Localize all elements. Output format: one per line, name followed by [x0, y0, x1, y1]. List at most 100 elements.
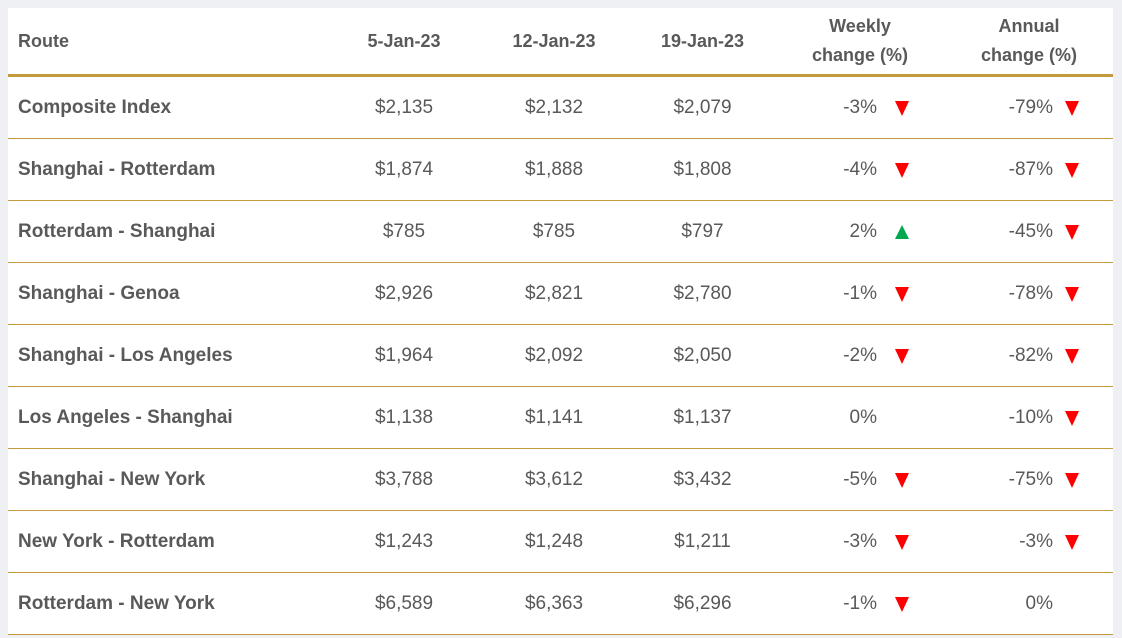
change-value: -1%	[843, 282, 877, 304]
price-cell: $785	[382, 220, 426, 242]
arrow-down	[1065, 348, 1079, 364]
arrow-down	[1065, 472, 1079, 488]
price-cell: $6,589	[374, 592, 434, 614]
arrow-down	[1065, 162, 1079, 178]
change-value: -3%	[1019, 530, 1053, 552]
table: Route 5-Jan-23 12-Jan-23 19-Jan-23 Weekly ch…	[8, 8, 1113, 635]
route-cell: Shanghai - New York	[18, 468, 206, 490]
arrow-shape	[895, 100, 909, 116]
price-cell: $1,964	[374, 344, 434, 366]
price-cell: $1,138	[374, 406, 434, 428]
change-cell: -10%	[945, 387, 1113, 448]
header-cell: 12-Jan-23	[512, 30, 596, 51]
route-cell: Shanghai - Rotterdam	[18, 158, 216, 180]
arrow-shape	[1065, 162, 1079, 178]
price-cell: $2,079	[673, 96, 732, 118]
change-cell: 2%	[775, 201, 945, 262]
route-cell: Rotterdam - New York	[18, 592, 215, 614]
arrow-shape	[1065, 224, 1079, 240]
table-row: Rotterdam - Shanghai $785 $785 $797 2% -45%	[8, 201, 1113, 263]
change-cell: -3%	[945, 511, 1113, 572]
header-text: Annual change (%)	[980, 16, 1077, 65]
price-cell: $3,788	[374, 468, 434, 490]
change-value: -78%	[1008, 282, 1053, 304]
table-row: Shanghai - Genoa $2,926 $2,821 $2,780 -1% -78…	[8, 263, 1113, 325]
arrow-shape	[895, 596, 909, 612]
change-cell: -3%	[775, 511, 945, 572]
price-cell: $1,888	[524, 158, 584, 180]
change-value: -10%	[1008, 406, 1053, 428]
change-value: -5%	[843, 468, 877, 490]
price-cell: $1,243	[374, 530, 434, 552]
route-cell: Los Angeles - Shanghai	[18, 406, 233, 428]
price-cell: $2,050	[673, 344, 732, 366]
arrow-shape	[895, 224, 909, 239]
price-cell: $785	[532, 220, 576, 242]
change-cell: -3%	[775, 77, 945, 138]
arrow-shape	[1065, 100, 1079, 116]
header-cell: Route	[18, 30, 69, 51]
change-cell: -87%	[945, 139, 1113, 200]
change-cell: -2%	[775, 325, 945, 386]
table-row: Shanghai - Rotterdam $1,874 $1,888 $1,808 -4…	[8, 139, 1113, 201]
route-cell: Rotterdam - Shanghai	[18, 220, 216, 242]
price-cell: $3,432	[673, 468, 732, 490]
table-row: New York - Rotterdam $1,243 $1,248 $1,211 -3…	[8, 511, 1113, 573]
arrow-shape	[1065, 472, 1079, 488]
route-cell: Shanghai - Los Angeles	[18, 344, 233, 366]
price-cell: $2,821	[524, 282, 584, 304]
header-cell: Weekly change (%)	[775, 12, 945, 70]
change-cell: 0%	[945, 573, 1113, 634]
price-cell: $1,137	[673, 406, 732, 428]
header-cell: 19-Jan-23	[660, 30, 745, 51]
arrow-shape	[895, 534, 909, 550]
arrow-down	[895, 162, 909, 178]
arrow-down	[895, 534, 909, 550]
table-row: Los Angeles - Shanghai $1,138 $1,141 $1,137…	[8, 387, 1113, 449]
price-cell: $797	[681, 220, 724, 242]
table-row: Shanghai - New York $3,788 $3,612 $3,432 -5%…	[8, 449, 1113, 511]
arrow-down	[1065, 410, 1079, 426]
table-row: Rotterdam - New York $6,589 $6,363 $6,296 -1…	[8, 573, 1113, 635]
change-value: -87%	[1008, 158, 1053, 180]
change-cell: -82%	[945, 325, 1113, 386]
price-cell: $1,808	[673, 158, 732, 180]
change-cell: -78%	[945, 263, 1113, 324]
change-cell: -45%	[945, 201, 1113, 262]
arrow-shape	[895, 162, 909, 178]
change-cell: -75%	[945, 449, 1113, 510]
arrow-down	[1065, 100, 1079, 116]
arrow-down	[895, 286, 909, 302]
price-cell: $1,141	[524, 406, 584, 428]
arrow-shape	[895, 472, 909, 488]
change-value: -45%	[1008, 220, 1053, 242]
table-row: Composite Index $2,135 $2,132 $2,079 -3% -79%	[8, 77, 1113, 139]
price-cell: $2,092	[524, 344, 584, 366]
change-value: -82%	[1008, 344, 1053, 366]
price-cell: $6,363	[524, 592, 584, 614]
change-value: -4%	[843, 158, 877, 180]
price-cell: $2,135	[374, 96, 434, 118]
arrow-shape	[1065, 410, 1079, 426]
price-cell: $1,211	[674, 530, 731, 552]
change-cell: -5%	[775, 449, 945, 510]
change-cell: 0%	[775, 387, 945, 448]
price-cell: $1,874	[374, 158, 434, 180]
header-cell: Annual change (%)	[945, 12, 1113, 70]
change-value: -75%	[1008, 468, 1053, 490]
header-row: Route 5-Jan-23 12-Jan-23 19-Jan-23 Weekly ch…	[8, 8, 1113, 77]
route-cell: Shanghai - Genoa	[18, 282, 180, 304]
table-row: Shanghai - Los Angeles $1,964 $2,092 $2,050…	[8, 325, 1113, 387]
price-cell: $6,296	[673, 592, 732, 614]
arrow-shape	[895, 348, 909, 364]
change-value: -1%	[843, 592, 877, 614]
header-text: Weekly change (%)	[811, 16, 908, 65]
arrow-down	[895, 100, 909, 116]
arrow-down	[895, 596, 909, 612]
price-cell: $2,132	[524, 96, 584, 118]
arrow-down	[895, 348, 909, 364]
header-cell: 5-Jan-23	[367, 30, 441, 51]
arrow-shape	[1065, 286, 1079, 302]
change-value: -79%	[1008, 96, 1053, 118]
